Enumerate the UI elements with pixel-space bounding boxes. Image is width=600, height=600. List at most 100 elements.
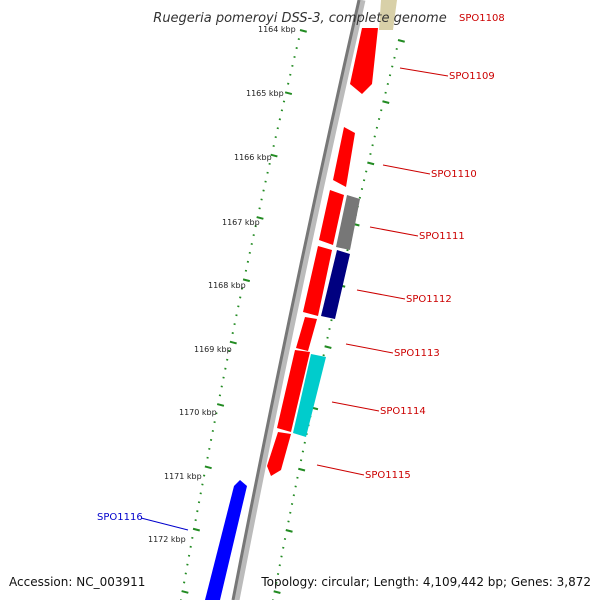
right-track-tick — [276, 572, 280, 576]
left-track-tick — [268, 162, 271, 165]
right-track-tick — [282, 546, 285, 549]
right-track-tick — [330, 319, 333, 322]
kbp-label-1164: 1164 kbp — [258, 25, 296, 34]
left-track-tick — [215, 412, 218, 415]
gene-label-spo1108[interactable]: SPO1108 — [459, 13, 505, 24]
gene-spo1109[interactable] — [350, 28, 378, 94]
left-track-tick — [272, 145, 275, 148]
gene-label-spo1116[interactable]: SPO1116 — [97, 512, 143, 523]
left-track-tick — [181, 590, 189, 594]
left-track-tick — [196, 510, 199, 513]
right-track-tick — [377, 117, 381, 121]
left-track-tick — [239, 296, 242, 299]
kbp-label-1165: 1165 kbp — [246, 89, 284, 98]
right-track-tick — [380, 109, 383, 112]
left-track-tick — [183, 581, 186, 584]
left-track-tick — [211, 430, 214, 433]
left-track-tick — [287, 82, 290, 85]
left-track-tick — [250, 242, 253, 246]
gene-label-spo1111[interactable]: SPO1111 — [419, 231, 465, 242]
right-track-tick — [388, 74, 392, 77]
genome-backbone — [232, 0, 366, 600]
left-track-tick — [280, 109, 284, 112]
gene-spo1114b[interactable] — [277, 350, 310, 432]
right-track-tick — [365, 170, 368, 173]
left-track-tick — [264, 180, 267, 183]
kbp-label-1172: 1172 kbp — [148, 535, 186, 544]
gene-spo1110[interactable] — [333, 127, 355, 187]
left-track-tick — [237, 305, 240, 308]
kbp-labels: 1164 kbp 1165 kbp 1166 kbp 1167 kbp 1168… — [148, 25, 296, 544]
left-track-tick — [213, 421, 216, 424]
gene-spo1108[interactable] — [379, 0, 397, 30]
right-track-tick — [346, 249, 349, 252]
left-track-tick — [254, 225, 257, 228]
right-track-tick — [296, 476, 299, 479]
kbp-label-1170: 1170 kbp — [179, 408, 217, 417]
gene-spo1113[interactable] — [296, 317, 317, 351]
left-track-tick — [199, 492, 202, 495]
gene-spo1112[interactable] — [321, 250, 350, 319]
right-track-tick — [273, 590, 281, 594]
left-track-tick — [227, 349, 231, 352]
left-track-tick — [297, 38, 300, 41]
right-track-tick — [328, 327, 331, 331]
left-track-tick — [222, 376, 225, 379]
leader-spo1113 — [345, 343, 394, 354]
gene-spo1114[interactable] — [293, 354, 326, 437]
left-track-tick — [186, 563, 189, 566]
gene-label-spo1113[interactable]: SPO1113 — [394, 348, 440, 359]
leader-spo1116 — [140, 517, 189, 531]
right-track-tick — [278, 564, 281, 567]
left-track-tick — [284, 91, 293, 96]
right-track-tick — [285, 529, 293, 533]
gene-label-spo1112[interactable]: SPO1112 — [406, 294, 452, 305]
left-track-tick — [220, 385, 223, 388]
left-track-tick — [226, 358, 229, 361]
accession-label: Accession: NC_003911 — [9, 575, 145, 589]
left-track-tick — [266, 171, 269, 174]
kbp-label-1168: 1168 kbp — [208, 281, 246, 290]
left-track-tick — [291, 64, 294, 67]
left-track-tick — [201, 483, 204, 486]
left-track-tick — [252, 234, 255, 237]
left-track-tick — [184, 572, 187, 575]
gene-label-spo1110[interactable]: SPO1110 — [431, 169, 477, 180]
right-track-tick — [290, 502, 294, 506]
left-track-tick — [197, 501, 201, 504]
gene-label-spo1114[interactable]: SPO1114 — [380, 406, 426, 417]
left-track-tick — [206, 456, 209, 459]
left-track-tick — [231, 332, 234, 335]
leader-spo1114 — [331, 401, 380, 412]
left-track-tick — [240, 287, 244, 290]
map-title: Ruegeria pomeroyi DSS-3, complete genome — [153, 11, 446, 26]
left-track-tick — [216, 403, 225, 407]
gene-label-spo1109[interactable]: SPO1109 — [449, 71, 495, 82]
right-track-tick — [275, 581, 278, 584]
left-track-tick — [260, 198, 263, 201]
right-track-tick — [294, 485, 297, 488]
right-track-tick — [373, 135, 376, 138]
leader-spo1112 — [356, 289, 406, 300]
gene-spo1111[interactable] — [336, 195, 360, 250]
right-track-tick — [367, 161, 375, 166]
right-track-tick — [292, 494, 296, 497]
left-track-tick — [278, 118, 281, 121]
right-track-tick — [384, 91, 387, 94]
gene-label-spo1115[interactable]: SPO1115 — [365, 470, 411, 481]
left-track-tick — [276, 127, 279, 130]
right-track-tick — [289, 511, 292, 514]
kbp-label-1166: 1166 kbp — [234, 153, 272, 162]
label-leaders — [140, 67, 449, 531]
kbp-tick-track-left — [180, 29, 307, 600]
left-track-tick — [233, 323, 236, 326]
right-track-tick — [358, 196, 362, 199]
gene-spo1115[interactable] — [267, 432, 291, 476]
gene-spo1111b[interactable] — [319, 190, 344, 245]
leader-spo1110 — [382, 164, 431, 175]
gene-spo1112b[interactable] — [303, 246, 332, 316]
left-track-tick — [248, 251, 251, 254]
leader-spo1109 — [399, 67, 449, 77]
gene-spo1116[interactable] — [205, 480, 247, 600]
